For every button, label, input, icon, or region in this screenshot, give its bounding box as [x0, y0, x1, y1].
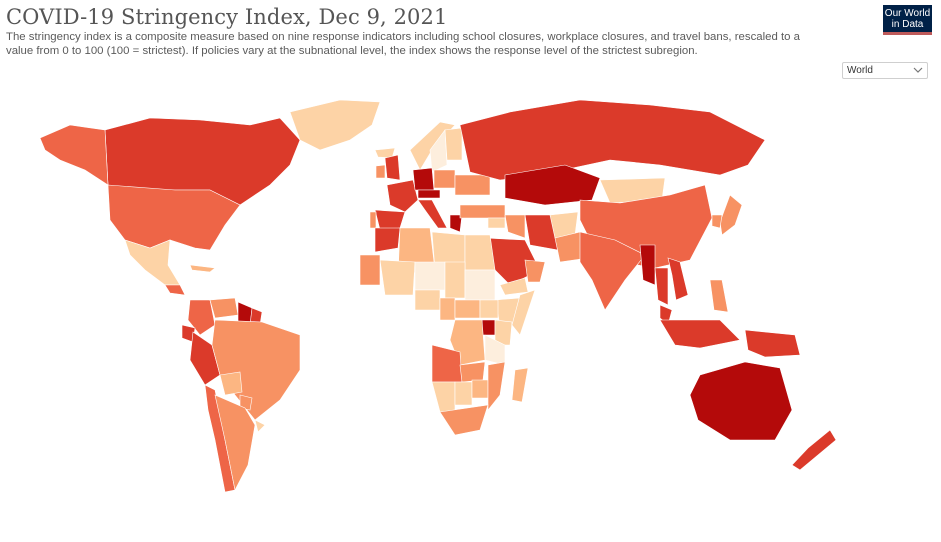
country-poland[interactable]: Poland [433, 169, 456, 189]
country-bolivia[interactable]: Bolivia [219, 371, 243, 396]
country-india[interactable]: India [579, 231, 646, 311]
country-philippines[interactable]: Philippines [709, 279, 729, 313]
country-sweden[interactable]: Sweden [429, 129, 448, 173]
country-south-sudan[interactable]: South Sudan [479, 299, 499, 319]
country-kazakhstan[interactable]: Kazakhstan [504, 164, 601, 206]
country-germany[interactable]: Germany [412, 167, 435, 191]
country-mozambique[interactable]: Mozambique [487, 361, 506, 411]
country-paraguay[interactable]: Paraguay [239, 394, 253, 411]
country-greenland[interactable]: Greenland [289, 99, 381, 151]
country-mauritania[interactable]: Mauritania [359, 254, 381, 286]
country-ukraine[interactable]: Ukraine [454, 174, 491, 196]
country-spain[interactable]: Spain [374, 209, 406, 231]
country-cuba[interactable]: Cuba [189, 264, 216, 273]
country-greece[interactable]: Greece [449, 214, 463, 233]
country-italy[interactable]: Italy [417, 199, 448, 229]
region-select[interactable]: World [842, 62, 928, 79]
country-sudan[interactable]: Sudan [464, 269, 496, 301]
country-zambia[interactable]: Zambia [459, 361, 486, 383]
country-argentina[interactable]: Argentina [214, 394, 256, 491]
country-united-states[interactable]: United States [107, 184, 241, 251]
country-central-african-republic[interactable]: Central African Republic [454, 299, 481, 319]
country-guatemala[interactable]: Guatemala [164, 284, 186, 296]
country-namibia[interactable]: Namibia [431, 381, 456, 413]
country-finland[interactable]: Finland [444, 127, 463, 161]
country-iraq[interactable]: Iraq [504, 214, 526, 239]
country-peru[interactable]: Peru [189, 331, 221, 386]
country-new-zealand[interactable]: New Zealand [791, 429, 837, 471]
country-australia[interactable]: Australia [689, 361, 793, 441]
country-alaska-united-states[interactable]: Alaska (United States) [39, 124, 109, 186]
country-niger[interactable]: Niger [414, 261, 446, 291]
country-turkey[interactable]: Turkey [459, 204, 506, 219]
country-united-kingdom[interactable]: United Kingdom [384, 154, 401, 181]
country-yemen[interactable]: Yemen [499, 277, 529, 296]
country-mali[interactable]: Mali [379, 259, 416, 296]
country-thailand[interactable]: Thailand [654, 267, 669, 306]
country-vietnam[interactable]: Vietnam [667, 257, 689, 301]
country-portugal[interactable]: Portugal [369, 211, 377, 229]
country-mexico[interactable]: Mexico [124, 239, 181, 286]
world-map: CanadaAlaska (United States)United State… [39, 99, 837, 493]
country-brazil[interactable]: Brazil [211, 319, 301, 421]
country-tanzania[interactable]: Tanzania [484, 334, 506, 366]
logo-line-2: in Data [891, 19, 924, 30]
country-south-korea[interactable]: South Korea [711, 214, 723, 229]
country-uruguay[interactable]: Uruguay [254, 419, 266, 433]
chart-title: COVID-19 Stringency Index, Dec 9, 2021 [6, 5, 448, 29]
country-papua-new-guinea[interactable]: Papua New Guinea [744, 329, 801, 358]
country-ireland[interactable]: Ireland [375, 164, 386, 179]
country-colombia[interactable]: Colombia [187, 299, 216, 336]
country-austria[interactable]: Austria [417, 189, 441, 199]
country-zimbabwe[interactable]: Zimbabwe [471, 379, 489, 399]
country-syria[interactable]: Syria [487, 217, 506, 229]
country-oman[interactable]: Oman [524, 259, 546, 283]
country-cameroon[interactable]: Cameroon [439, 297, 456, 321]
chevron-down-icon [913, 67, 923, 73]
country-kenya[interactable]: Kenya [494, 319, 513, 346]
logo-accent-bar [883, 32, 932, 35]
country-morocco[interactable]: Morocco [374, 227, 401, 253]
region-select-value: World [847, 65, 873, 76]
country-botswana[interactable]: Botswana [454, 381, 473, 406]
country-nigeria[interactable]: Nigeria [414, 289, 441, 311]
country-russia[interactable]: Russia [459, 99, 766, 181]
country-myanmar[interactable]: Myanmar [639, 244, 656, 286]
country-venezuela[interactable]: Venezuela [209, 297, 239, 319]
country-france[interactable]: France [386, 179, 419, 213]
owid-logo[interactable]: Our World in Data [883, 5, 932, 35]
country-japan[interactable]: Japan [719, 194, 743, 236]
country-somalia[interactable]: Somalia [511, 289, 536, 336]
logo-line-1: Our World [884, 8, 931, 19]
country-indonesia[interactable]: Indonesia [659, 319, 741, 349]
country-egypt[interactable]: Egypt [464, 234, 496, 271]
country-chad[interactable]: Chad [444, 261, 466, 299]
country-south-africa[interactable]: South Africa [439, 404, 489, 436]
country-uganda[interactable]: Uganda [481, 319, 496, 336]
country-madagascar[interactable]: Madagascar [511, 367, 529, 403]
chart-subtitle: The stringency index is a composite meas… [6, 31, 800, 57]
